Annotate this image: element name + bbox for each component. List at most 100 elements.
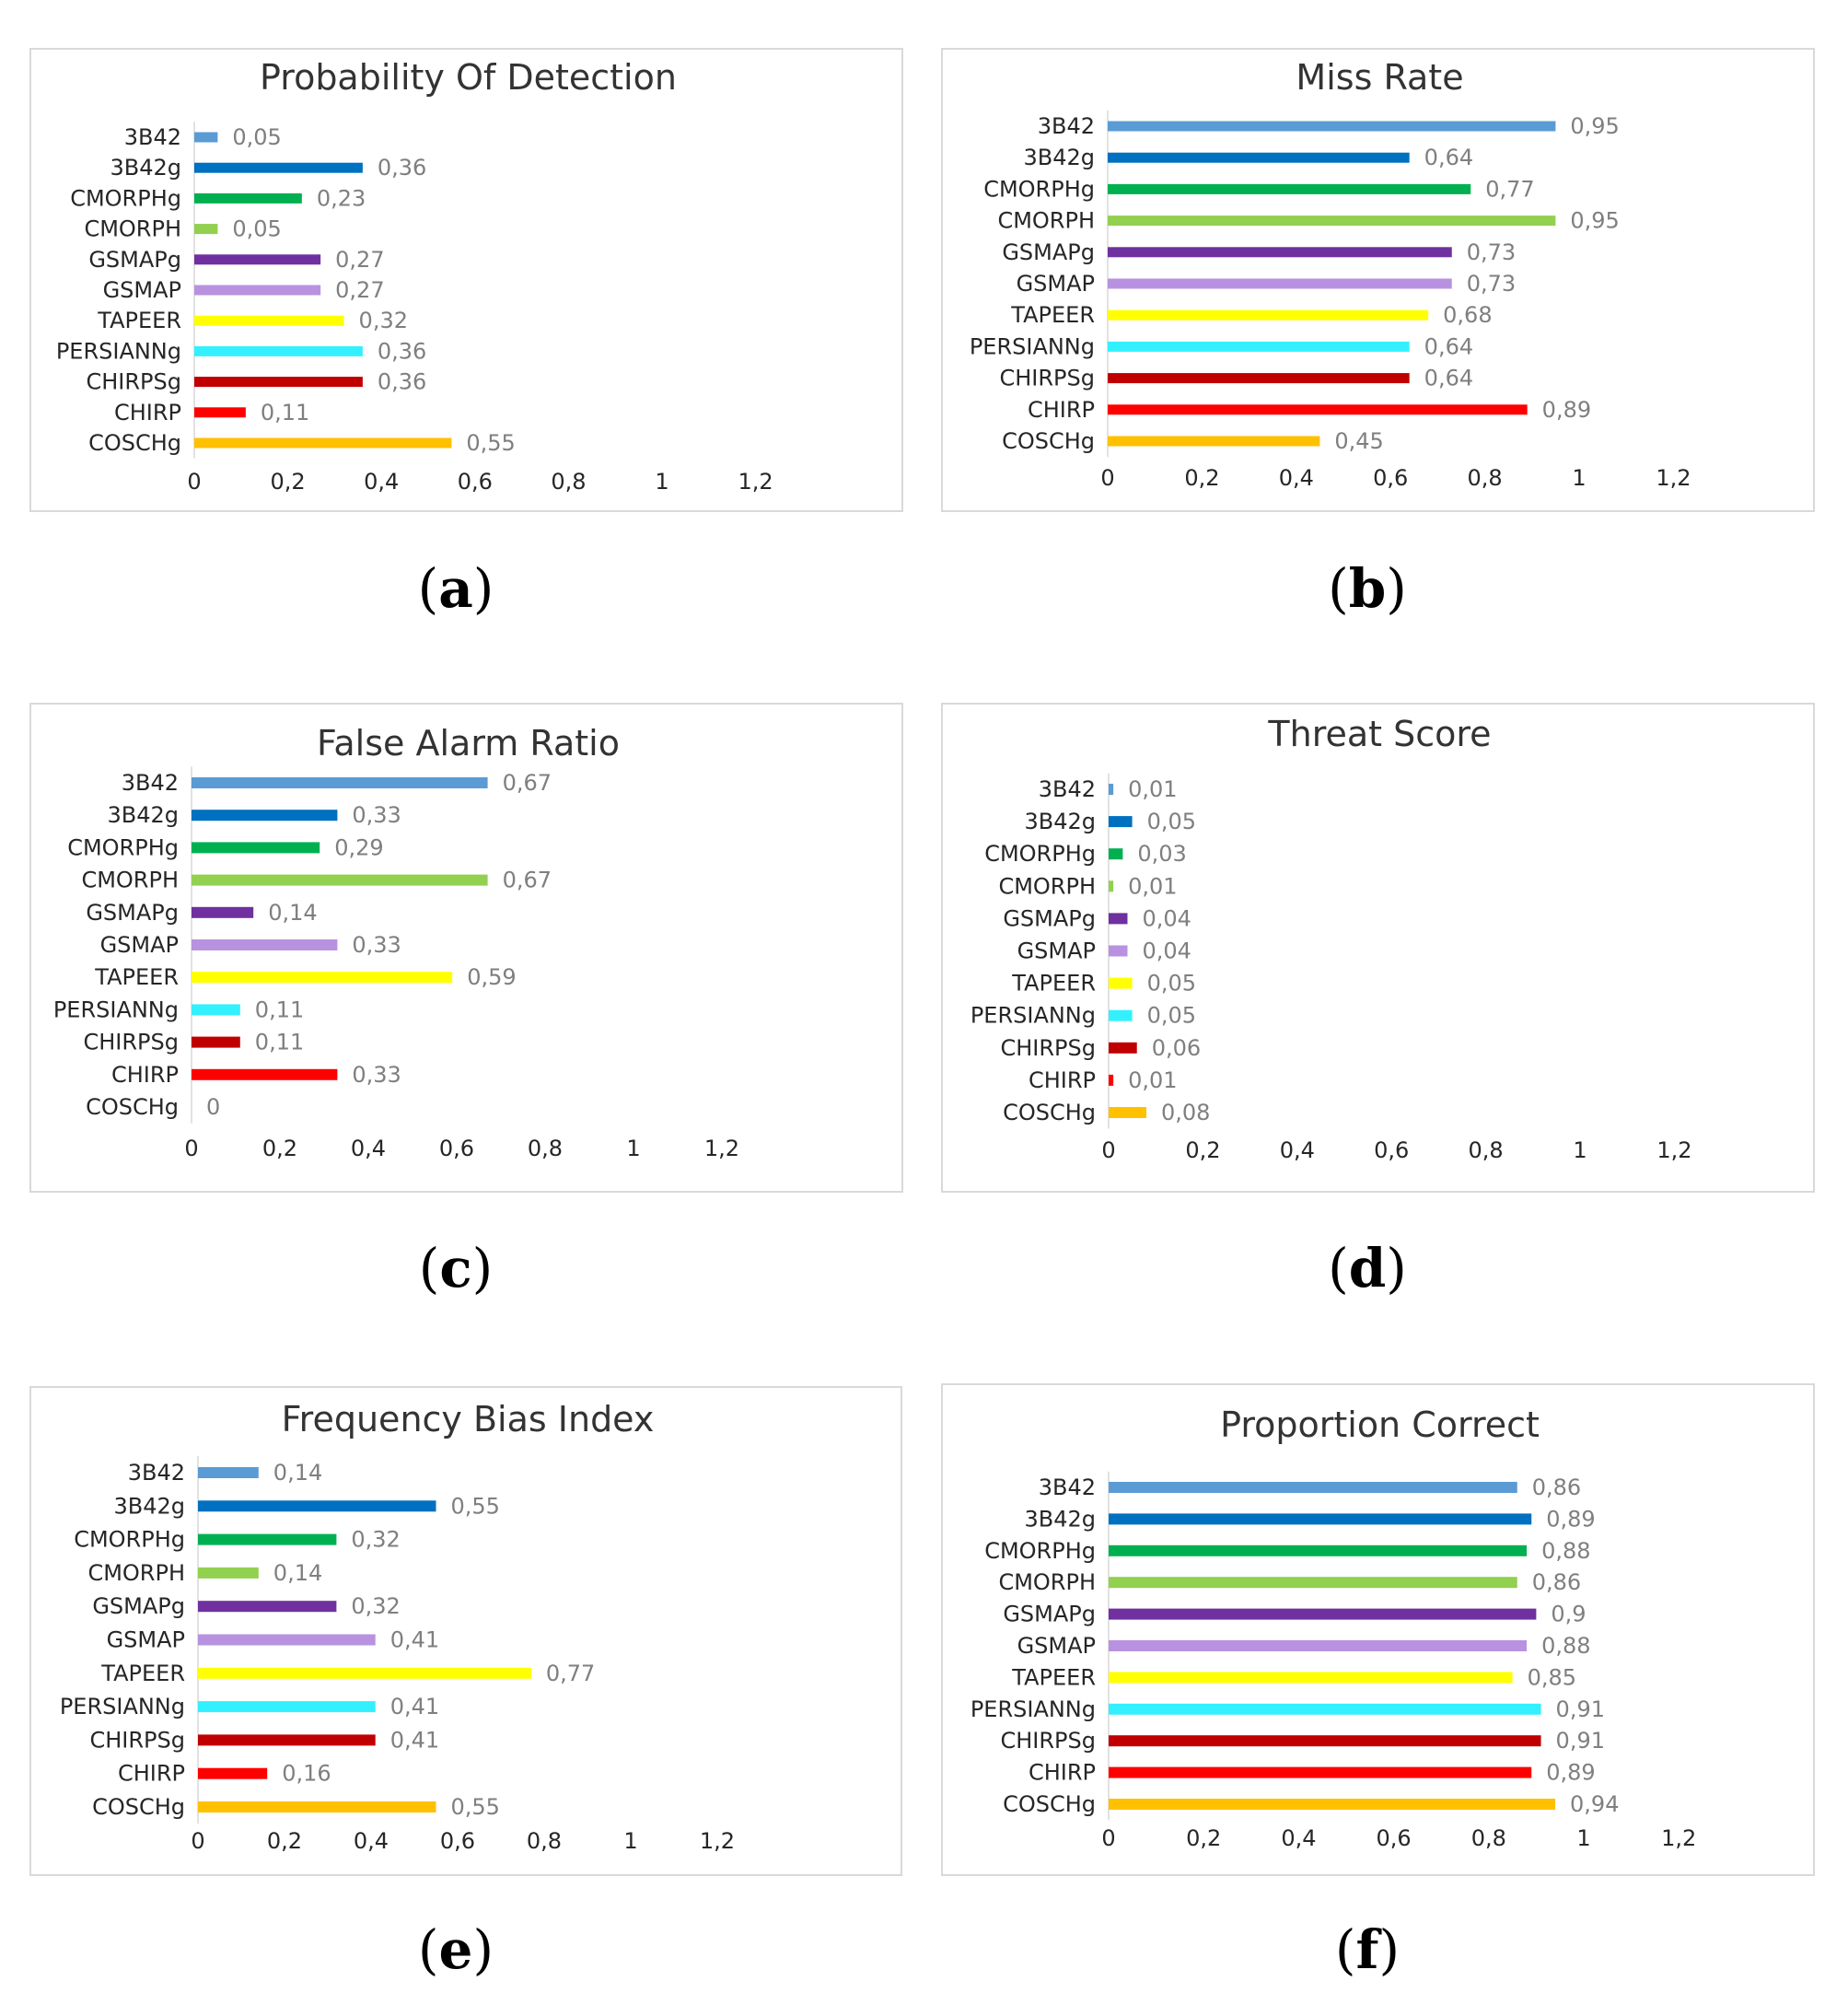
category-label: CHIRP: [1028, 397, 1095, 423]
caption-a: (a): [417, 557, 494, 620]
chart-title: Proportion Correct: [1220, 1404, 1540, 1445]
data-label: 0,41: [390, 1727, 439, 1753]
data-label: 0,32: [351, 1593, 400, 1619]
data-label: 0,11: [255, 1030, 304, 1055]
x-tick-label: 0,6: [440, 1828, 475, 1854]
x-tick-label: 0,2: [262, 1136, 297, 1161]
data-label: 0,08: [1161, 1100, 1210, 1125]
category-label: 3B42g: [1024, 1506, 1096, 1532]
bar: [1109, 1577, 1517, 1589]
data-label: 0,95: [1570, 208, 1619, 234]
bar: [1109, 1672, 1513, 1684]
caption-e: (e): [417, 1918, 494, 1981]
category-label: CHIRP: [1029, 1760, 1096, 1786]
bar: [1109, 1009, 1133, 1021]
data-label: 0,05: [1147, 809, 1196, 834]
category-label: CHIRPSg: [1001, 1728, 1097, 1754]
data-label: 0,27: [335, 247, 384, 273]
x-tick-label: 0: [184, 1136, 198, 1161]
bar: [1109, 1482, 1517, 1493]
data-label: 0,36: [378, 155, 426, 181]
bar: [198, 1467, 259, 1478]
bar: [1109, 913, 1128, 925]
category-label: GSMAPg: [1002, 239, 1095, 265]
x-tick-label: 0: [1101, 1137, 1115, 1163]
category-label: CMORPHg: [70, 185, 181, 211]
category-label: 3B42: [124, 124, 181, 150]
chart-svg: Threat Score 3B42 0,01 3B42g 0,05 CMORPHg 0,03…: [970, 714, 1692, 1163]
data-label: 0,32: [359, 308, 408, 333]
category-label: COSCHg: [86, 1094, 179, 1120]
category-label: GSMAP: [107, 1627, 185, 1653]
category-label: CMORPH: [998, 1569, 1096, 1595]
bar: [1109, 1735, 1541, 1747]
x-tick-label: 1,2: [1656, 465, 1691, 491]
bar: [1108, 341, 1410, 352]
data-label: 0,33: [352, 1062, 401, 1088]
x-tick-label: 1: [655, 469, 668, 495]
category-label: CHIRPSg: [90, 1727, 186, 1753]
caption-b: (b): [1328, 557, 1407, 620]
bar: [1108, 404, 1528, 415]
data-label: 0,67: [503, 770, 552, 796]
data-label: 0,04: [1142, 938, 1191, 964]
data-label: 0,23: [317, 185, 366, 211]
x-tick-label: 0,6: [1377, 1825, 1412, 1851]
caption-f: (f): [1334, 1918, 1401, 1981]
category-label: 3B42g: [113, 1493, 185, 1519]
data-label: 0,55: [451, 1794, 500, 1820]
bar: [194, 437, 452, 449]
x-tick-label: 1,2: [1656, 1137, 1691, 1163]
bar: [194, 285, 321, 296]
x-tick-label: 1,2: [738, 469, 773, 495]
bar: [194, 192, 302, 204]
category-label: TAPEER: [1011, 1664, 1096, 1690]
data-label: 0,77: [1485, 176, 1534, 202]
bar: [198, 1701, 376, 1713]
chart-svg: Proportion Correct 3B42 0,86 3B42g 0,89 CMORP…: [970, 1404, 1696, 1851]
category-label: PERSIANNg: [970, 333, 1095, 359]
bar: [1108, 373, 1410, 384]
x-tick-label: 0,6: [439, 1136, 474, 1161]
bar: [198, 1500, 436, 1512]
chart-panel-threat-score: Threat Score 3B42 0,01 3B42g 0,05 CMORPHg 0,03…: [941, 703, 1815, 1193]
category-label: COSCHg: [88, 430, 181, 456]
category-label: CHIRP: [114, 400, 181, 425]
chart-panel-miss-rate: Miss Rate 3B42 0,95 3B42g 0,64 CMORPHg 0,77 CMO…: [941, 48, 1815, 512]
x-tick-label: 0,8: [1469, 1137, 1504, 1163]
bar: [1109, 1703, 1541, 1715]
data-label: 0,73: [1467, 271, 1516, 297]
data-label: 0,95: [1570, 113, 1619, 139]
data-label: 0,9: [1551, 1602, 1586, 1627]
bar: [198, 1601, 337, 1613]
category-label: CMORPHg: [67, 834, 179, 860]
x-tick-label: 1: [1573, 1137, 1586, 1163]
bar: [198, 1634, 376, 1646]
bar: [1108, 278, 1452, 289]
category-label: TAPEER: [1010, 302, 1095, 328]
category-label: CHIRPSg: [87, 369, 182, 395]
data-label: 0,33: [352, 932, 401, 958]
data-label: 0,91: [1556, 1696, 1605, 1722]
bar: [192, 939, 338, 950]
bar: [194, 315, 344, 326]
category-label: 3B42g: [1024, 809, 1096, 834]
data-label: 0,77: [546, 1661, 595, 1686]
x-tick-label: 0,4: [364, 469, 399, 495]
bar: [1108, 309, 1429, 321]
x-tick-label: 1,2: [704, 1136, 739, 1161]
bar: [198, 1533, 337, 1545]
data-label: 0,11: [255, 997, 304, 1022]
data-label: 0,27: [335, 277, 384, 303]
x-tick-label: 0: [1101, 1825, 1115, 1851]
data-label: 0,41: [390, 1627, 439, 1653]
chart-panel-probability-of-detection: Probability Of Detection 3B42 0,05 3B42g 0,3…: [29, 48, 903, 512]
data-label: 0,85: [1528, 1664, 1576, 1690]
category-label: COSCHg: [1003, 1100, 1096, 1125]
category-label: CHIRPSg: [1001, 1035, 1097, 1061]
x-tick-label: 0,6: [1373, 465, 1408, 491]
data-label: 0,64: [1424, 145, 1473, 170]
chart-title: Miss Rate: [1296, 57, 1463, 98]
x-tick-label: 0: [191, 1828, 204, 1854]
category-label: 3B42: [122, 770, 179, 796]
